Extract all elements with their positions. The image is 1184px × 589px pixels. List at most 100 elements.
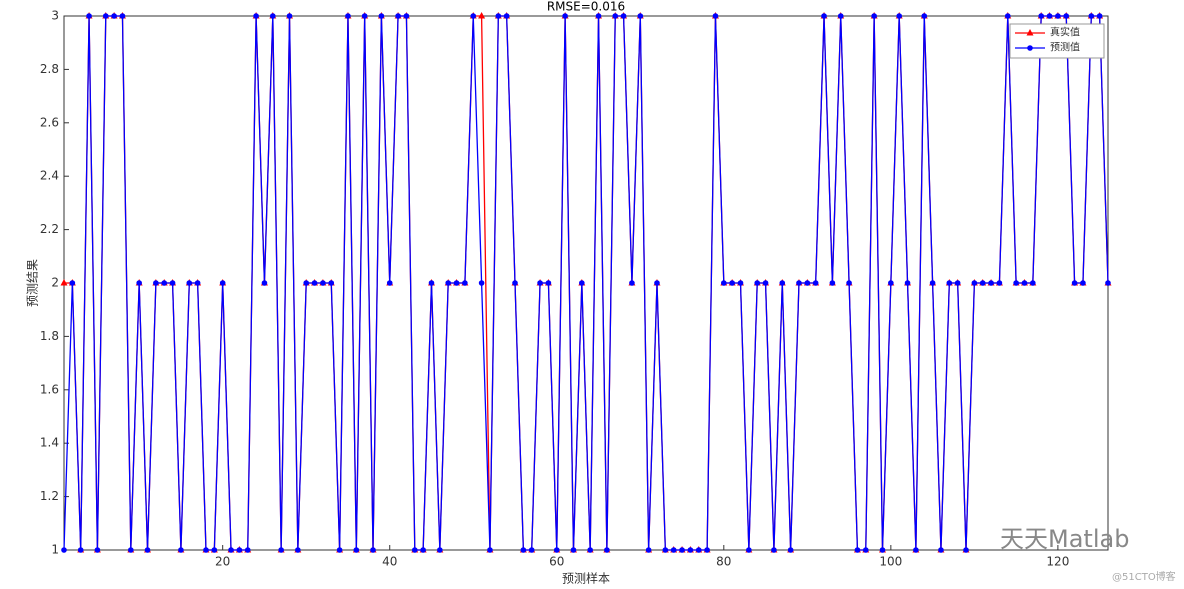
marker xyxy=(946,280,953,286)
y-tick-label: 2.4 xyxy=(40,169,59,183)
legend-marker xyxy=(1026,29,1034,36)
marker xyxy=(595,13,602,19)
marker xyxy=(988,280,994,286)
marker xyxy=(854,547,861,553)
marker xyxy=(278,547,284,553)
marker xyxy=(303,280,310,286)
marker xyxy=(428,280,435,286)
marker xyxy=(462,280,468,286)
marker xyxy=(261,280,268,286)
marker xyxy=(1030,280,1036,286)
marker xyxy=(1004,13,1011,19)
y-tick-label: 1 xyxy=(51,543,59,557)
y-tick-label: 3 xyxy=(51,9,59,23)
marker xyxy=(695,547,702,553)
marker xyxy=(913,547,919,553)
marker xyxy=(637,13,644,19)
marker xyxy=(871,13,877,19)
marker xyxy=(879,547,886,553)
marker xyxy=(345,13,351,19)
marker xyxy=(771,547,777,553)
marker xyxy=(336,547,343,553)
marker xyxy=(787,547,794,553)
marker xyxy=(587,547,593,553)
marker xyxy=(228,547,234,553)
marker xyxy=(1055,13,1061,19)
marker xyxy=(478,280,485,286)
marker xyxy=(679,547,685,553)
marker xyxy=(478,12,486,19)
marker xyxy=(77,547,84,553)
marker xyxy=(203,547,209,553)
marker xyxy=(1021,280,1028,286)
marker xyxy=(453,280,460,286)
marker xyxy=(921,13,928,19)
y-tick-label: 1.4 xyxy=(40,436,59,450)
marker xyxy=(236,547,243,553)
marker xyxy=(320,280,326,286)
marker xyxy=(512,280,518,286)
watermark: 天天Matlab xyxy=(1000,525,1129,553)
marker xyxy=(437,547,443,553)
marker xyxy=(219,280,226,286)
marker xyxy=(729,280,735,286)
marker xyxy=(604,547,610,553)
marker xyxy=(979,280,986,286)
marker xyxy=(69,280,76,286)
marker xyxy=(395,13,401,19)
marker xyxy=(119,13,126,19)
y-tick-label: 1.2 xyxy=(40,489,59,503)
marker xyxy=(837,13,844,19)
y-axis-label: 预测结果 xyxy=(26,259,40,307)
y-tick-label: 1.6 xyxy=(40,382,59,396)
marker xyxy=(520,547,527,553)
marker xyxy=(737,280,744,286)
marker xyxy=(211,547,218,553)
marker xyxy=(579,280,585,286)
marker xyxy=(562,13,568,19)
marker xyxy=(1088,13,1095,19)
marker xyxy=(1105,280,1111,286)
marker xyxy=(487,547,493,553)
marker xyxy=(186,280,193,286)
marker xyxy=(353,547,360,553)
marker xyxy=(61,547,67,553)
marker xyxy=(896,13,902,19)
marker xyxy=(128,547,134,553)
marker xyxy=(712,13,719,19)
marker xyxy=(495,13,502,19)
marker xyxy=(654,280,660,286)
marker xyxy=(295,547,301,553)
marker xyxy=(545,280,552,286)
marker xyxy=(1080,280,1086,286)
marker xyxy=(169,280,176,286)
marker xyxy=(812,280,819,286)
marker xyxy=(60,279,68,286)
marker xyxy=(996,280,1003,286)
marker xyxy=(361,13,368,19)
marker xyxy=(136,280,142,286)
marker xyxy=(645,547,652,553)
marker xyxy=(153,280,159,286)
marker xyxy=(244,547,251,553)
marker xyxy=(94,547,101,553)
legend-box xyxy=(1009,23,1105,59)
marker xyxy=(311,280,318,286)
marker xyxy=(746,547,752,553)
marker xyxy=(161,280,168,286)
marker xyxy=(1038,13,1044,19)
marker xyxy=(888,280,894,286)
marker xyxy=(470,13,477,19)
marker xyxy=(178,547,184,553)
marker xyxy=(721,280,727,286)
marker xyxy=(1063,13,1070,19)
marker xyxy=(1096,13,1103,19)
marker xyxy=(829,280,836,286)
marker xyxy=(971,280,978,286)
marker xyxy=(144,547,151,553)
marker xyxy=(929,280,936,286)
marker xyxy=(662,547,669,553)
marker xyxy=(954,280,961,286)
legend-label: 预测值 xyxy=(1050,41,1080,54)
